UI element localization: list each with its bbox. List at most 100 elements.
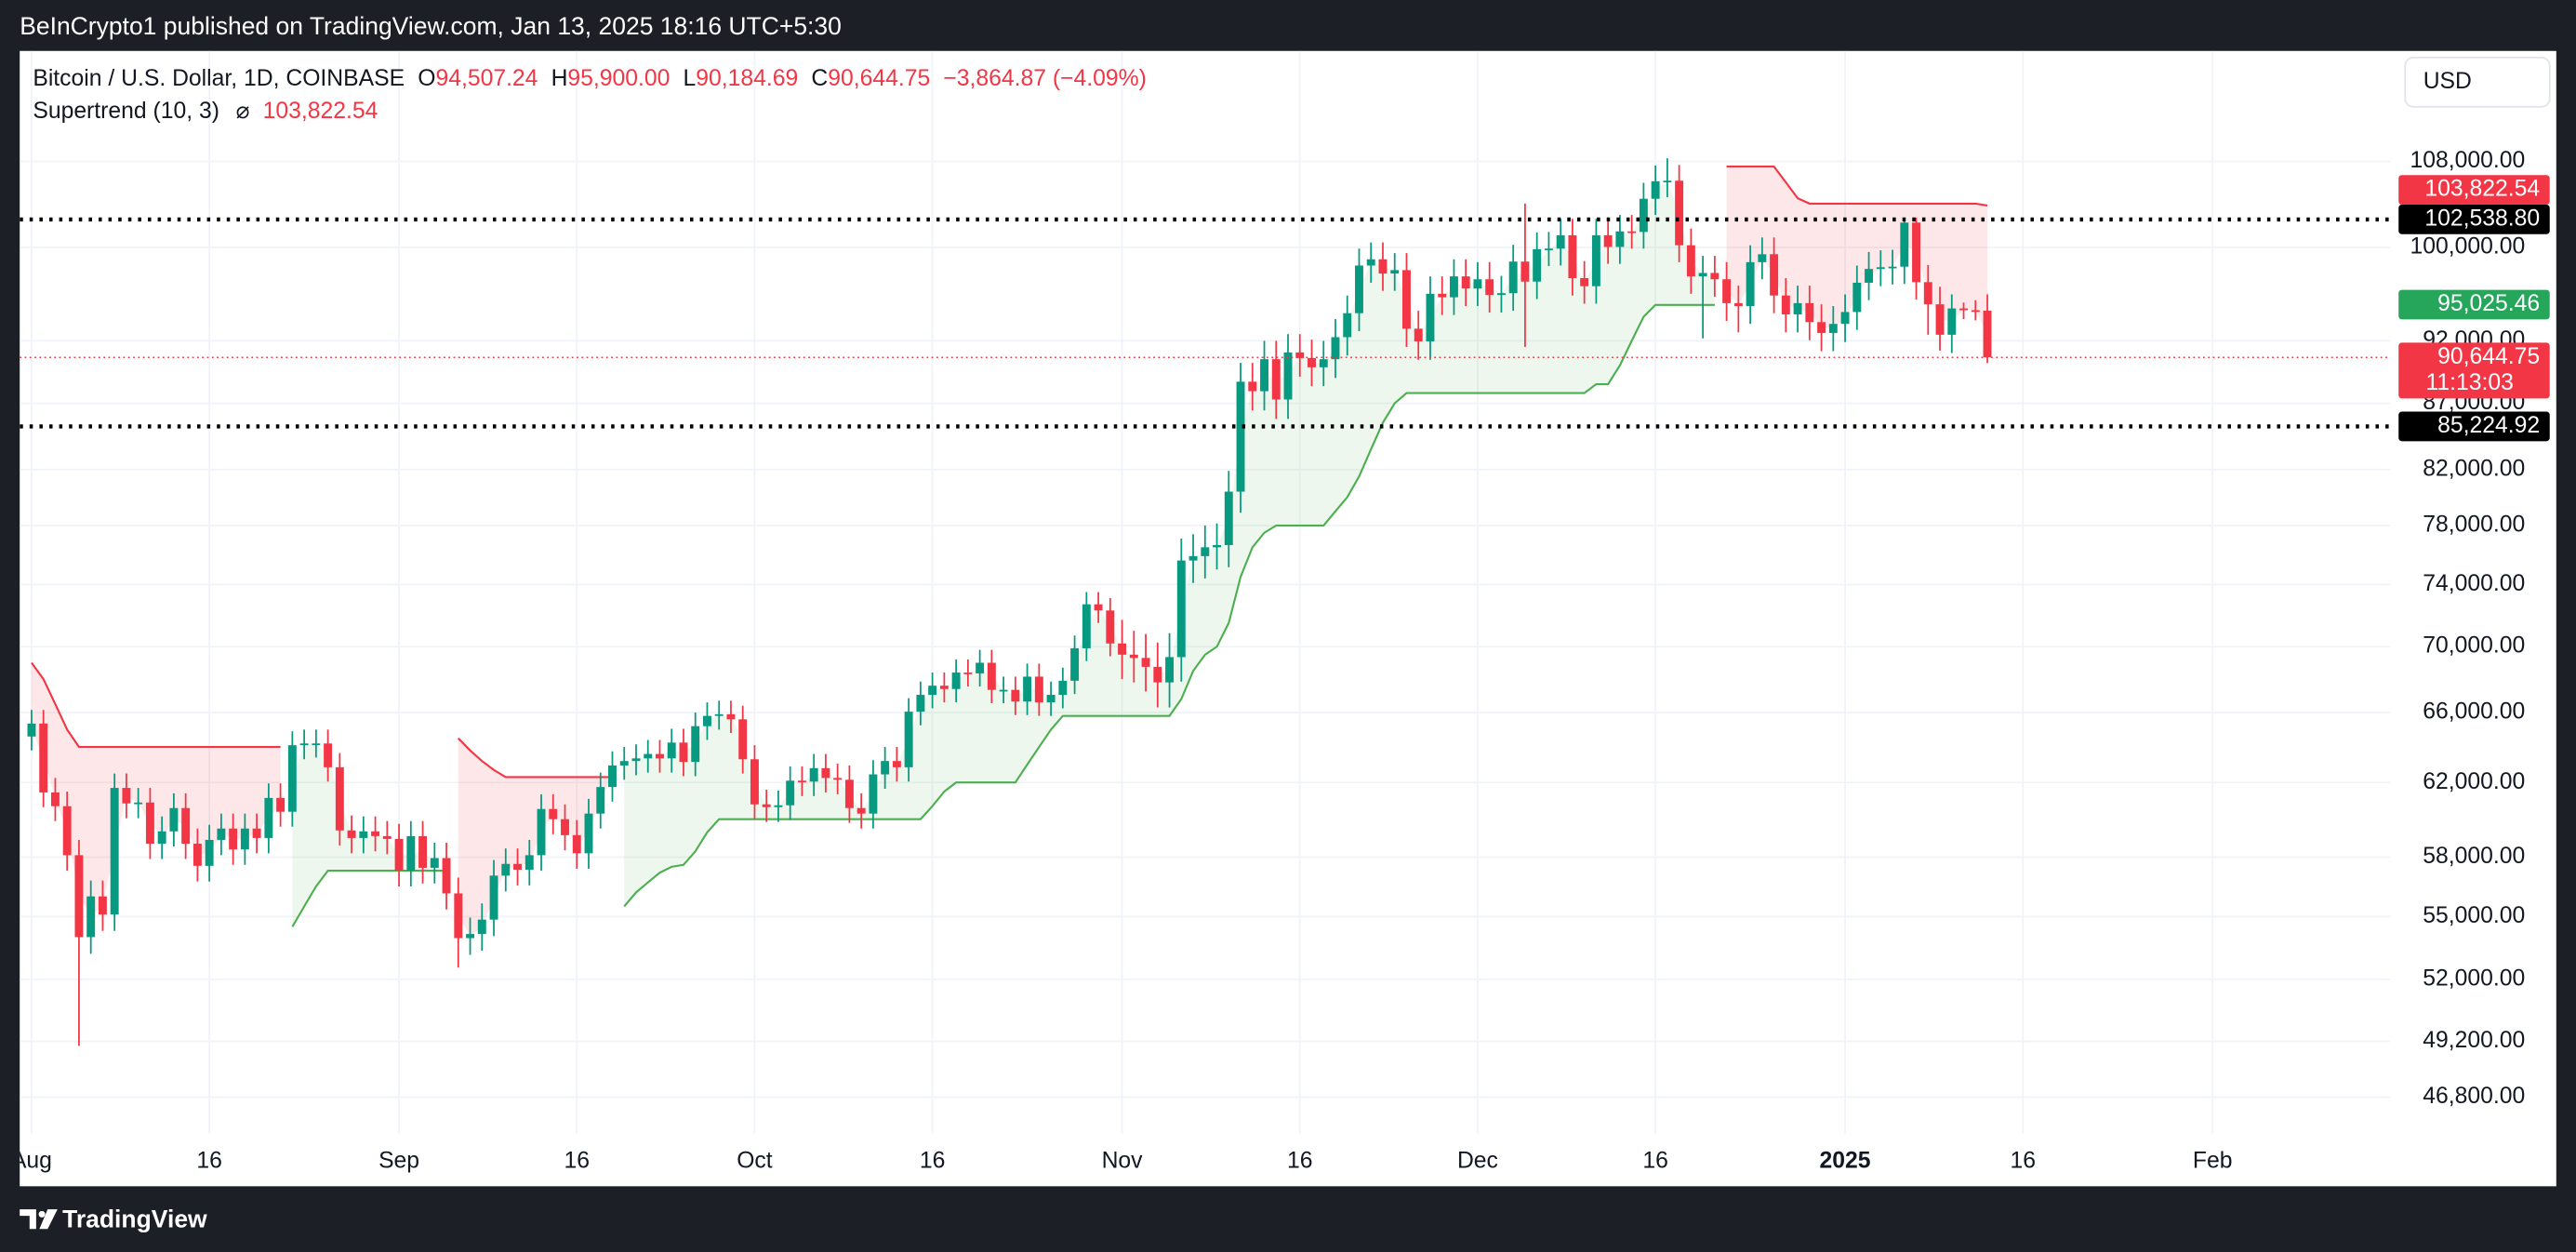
ohlc-key: H <box>551 65 568 90</box>
candle-body <box>489 875 498 920</box>
candle-body <box>1141 658 1150 667</box>
price-label-box <box>2398 289 2550 320</box>
candle-body <box>881 761 890 775</box>
candle-body <box>1366 259 1375 266</box>
candle-body <box>549 808 558 819</box>
price-label: 102,538.80 <box>2424 206 2540 231</box>
candle-body <box>1508 261 1518 294</box>
candle-body <box>1544 248 1553 251</box>
candle-body <box>145 802 154 845</box>
candle-body <box>1935 304 1945 335</box>
brand: TradingView <box>62 1205 207 1232</box>
candle-body <box>999 689 1008 692</box>
x-tick-label: 16 <box>2011 1148 2037 1173</box>
legend-indicator: Supertrend (10, 3) ⌀ 103,822.54 <box>33 99 378 124</box>
candle-body <box>442 858 451 894</box>
candle-body <box>287 745 297 812</box>
candle-body <box>951 673 961 689</box>
y-tick-label: 66,000.00 <box>2423 699 2525 725</box>
candle-body <box>122 788 131 804</box>
candle-body <box>229 828 238 850</box>
candle-body <box>939 686 949 689</box>
candle-body <box>1971 310 1980 313</box>
candle-body <box>1923 282 1932 305</box>
price-label: 95,025.46 <box>2437 291 2540 316</box>
candle-body <box>1533 248 1542 282</box>
x-tick-label: 16 <box>564 1148 591 1173</box>
candle-body <box>299 743 309 746</box>
price-label-box <box>2398 175 2550 206</box>
candle-body <box>821 767 830 779</box>
candle-body <box>1248 381 1257 392</box>
plot: Aug 16 Sep 16 Oct 16 Nov 16 Dec 16 2025 16 Feb <box>11 50 2391 1173</box>
candle-body <box>1402 270 1411 329</box>
y-tick-label: 58,000.00 <box>2423 844 2525 869</box>
countdown: 11:13:03 <box>2425 370 2513 395</box>
candle-body <box>1912 222 1921 283</box>
candle-body <box>1675 180 1684 246</box>
candle-body <box>1343 313 1352 338</box>
candle-body <box>1876 267 1885 270</box>
candle-body <box>169 807 179 832</box>
candle-body <box>916 695 925 713</box>
indicator-symbol: ⌀ <box>236 99 250 124</box>
y-tick-label: 62,000.00 <box>2423 769 2525 794</box>
candle-body <box>62 806 72 856</box>
candle-body <box>1698 273 1707 277</box>
logo-mark <box>39 1209 58 1230</box>
candle-body <box>987 662 996 690</box>
candle-body <box>1947 308 1957 335</box>
price-label: 103,822.54 <box>2424 177 2540 202</box>
chart-area <box>20 50 2556 1187</box>
y-tick-label: 49,200.00 <box>2423 1028 2525 1053</box>
candle-body <box>1106 610 1115 644</box>
y-tick-label: 100,000.00 <box>2410 234 2526 260</box>
candle-body <box>1758 254 1767 262</box>
candle-body <box>1165 657 1175 683</box>
symbol: Bitcoin / U.S. Dollar, 1D, COINBASE <box>33 65 405 90</box>
candle-body <box>786 780 795 806</box>
candle-body <box>1034 676 1043 703</box>
candle-body <box>1473 279 1482 289</box>
x-tick-label: Aug <box>11 1148 52 1173</box>
candle-body <box>774 805 783 807</box>
candle-body <box>50 792 60 806</box>
candle-body <box>1094 604 1103 611</box>
x-tick-label: 16 <box>920 1148 946 1173</box>
candle-body <box>537 808 546 856</box>
candle-body <box>1722 279 1732 303</box>
y-tick-label: 46,800.00 <box>2423 1084 2525 1109</box>
candle-body <box>264 797 273 838</box>
change: −3,864.87 (−4.09%) <box>943 65 1147 90</box>
candle-body <box>1176 560 1186 658</box>
x-tick-label: Dec <box>1457 1148 1498 1173</box>
candle-body <box>1852 282 1862 313</box>
price-label-box <box>2398 205 2550 234</box>
candle-body <box>205 839 214 866</box>
candle-body <box>371 831 380 836</box>
candle-body <box>833 778 843 780</box>
candle-body <box>1591 234 1600 286</box>
publish-info: BeInCrypto1 published on TradingView.com… <box>20 12 842 40</box>
button-bg[interactable] <box>2404 56 2551 108</box>
candle-body <box>1686 245 1695 277</box>
candle-body <box>738 719 748 760</box>
candle-body <box>1011 689 1020 702</box>
candle-body <box>1414 328 1423 342</box>
candle-body <box>904 712 913 767</box>
candle-body <box>74 855 84 938</box>
currency[interactable]: USD <box>2423 69 2472 94</box>
x-tick-label: Sep <box>378 1148 419 1173</box>
candle-body <box>157 831 166 845</box>
candle-body <box>347 830 356 838</box>
currency-button[interactable]: USD <box>2404 56 2551 108</box>
candle-body <box>1438 293 1447 298</box>
trend-fill <box>31 662 281 917</box>
trend-fill <box>624 180 1715 907</box>
ohlc-value: 94,507.24 <box>435 65 538 90</box>
price-label: 90,644.75 <box>2437 344 2540 369</box>
candle-body <box>726 713 736 720</box>
candle-body <box>466 934 475 939</box>
candle-body <box>1058 680 1068 696</box>
candle-body <box>134 802 143 805</box>
